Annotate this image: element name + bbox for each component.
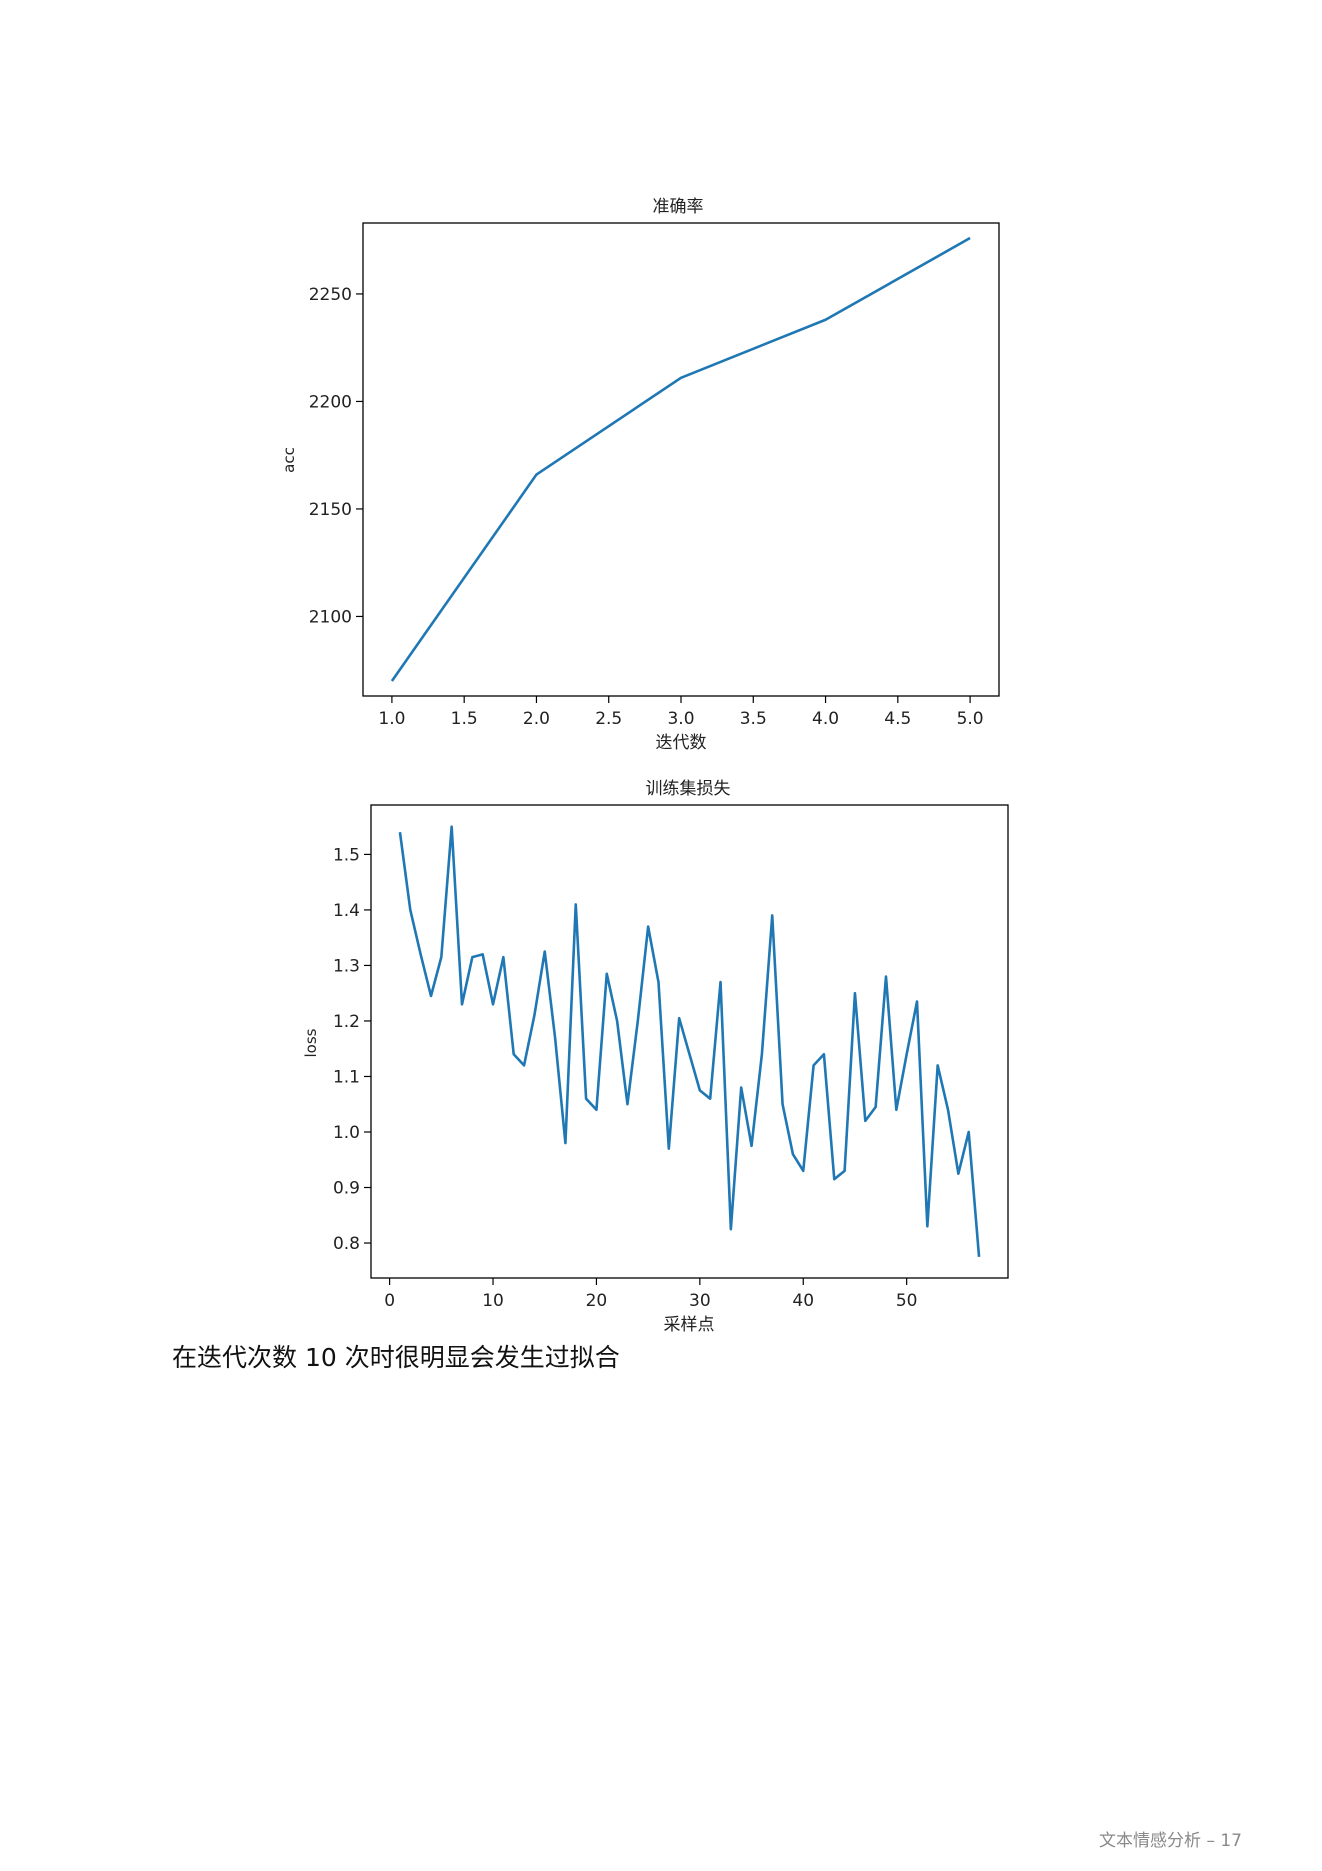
accuracy-x-tick-label: 4.0 [812, 709, 839, 729]
accuracy-x-tick-label: 1.0 [378, 709, 405, 729]
loss-y-tick-label: 0.8 [333, 1234, 360, 1254]
loss-x-tick-label: 0 [384, 1291, 395, 1311]
accuracy-x-axis-label: 迭代数 [656, 733, 707, 753]
loss-y-tick-label: 1.5 [333, 845, 360, 865]
loss-x-tick-label: 50 [896, 1291, 918, 1311]
accuracy-x-tick-label: 5.0 [957, 709, 984, 729]
accuracy-y-tick-label: 2250 [309, 285, 352, 305]
loss-x-tick-label: 40 [792, 1291, 814, 1311]
loss-series-line [398, 825, 981, 1258]
accuracy-x-tick-label: 1.5 [451, 709, 478, 729]
accuracy-y-ticks: 2100 2150 2200 2250 [309, 285, 363, 627]
loss-y-tick-label: 1.0 [333, 1123, 360, 1143]
loss-y-axis-label: loss [302, 1028, 320, 1057]
accuracy-y-tick-label: 2150 [309, 500, 352, 520]
loss-chart-title: 训练集损失 [646, 779, 731, 799]
accuracy-y-tick-label: 2100 [309, 607, 352, 627]
loss-y-tick-label: 1.2 [333, 1012, 360, 1032]
loss-x-tick-label: 10 [482, 1291, 504, 1311]
figure-caption: 在迭代次数 10 次时很明显会发生过拟合 [172, 1343, 620, 1372]
loss-x-ticks: 0 10 20 30 40 50 [384, 1278, 917, 1311]
accuracy-plot-frame [362, 222, 1000, 697]
loss-chart: 训练集损失 0 10 20 30 40 50 0.8 0.9 1.0 1.1 1.2 1.3 1.4 1… [302, 779, 1009, 1335]
accuracy-x-tick-label: 3.5 [740, 709, 767, 729]
loss-x-axis-label: 采样点 [664, 1315, 715, 1335]
loss-x-tick-label: 30 [689, 1291, 711, 1311]
accuracy-x-tick-label: 4.5 [884, 709, 911, 729]
accuracy-y-tick-label: 2200 [309, 392, 352, 412]
page-footer: 文本情感分析 – 17 [1099, 1831, 1242, 1851]
loss-x-tick-label: 20 [586, 1291, 608, 1311]
accuracy-x-tick-label: 2.0 [523, 709, 550, 729]
loss-y-tick-label: 1.4 [333, 901, 360, 921]
accuracy-x-tick-label: 2.5 [595, 709, 622, 729]
accuracy-chart: 准确率 1.0 1.5 2.0 2.5 3.0 3.5 4.0 4.5 5.0 2100 2150… [280, 197, 1000, 753]
loss-y-tick-label: 1.1 [333, 1067, 360, 1087]
accuracy-x-tick-label: 3.0 [667, 709, 694, 729]
loss-y-tick-label: 1.3 [333, 956, 360, 976]
loss-y-tick-label: 0.9 [333, 1179, 360, 1199]
accuracy-chart-title: 准确率 [653, 197, 704, 217]
accuracy-series-line [390, 236, 971, 682]
loss-plot-frame [370, 804, 1009, 1279]
accuracy-x-ticks: 1.0 1.5 2.0 2.5 3.0 3.5 4.0 4.5 5.0 [378, 696, 984, 729]
loss-y-ticks: 0.8 0.9 1.0 1.1 1.2 1.3 1.4 1.5 [333, 845, 371, 1254]
accuracy-y-axis-label: acc [280, 447, 298, 473]
